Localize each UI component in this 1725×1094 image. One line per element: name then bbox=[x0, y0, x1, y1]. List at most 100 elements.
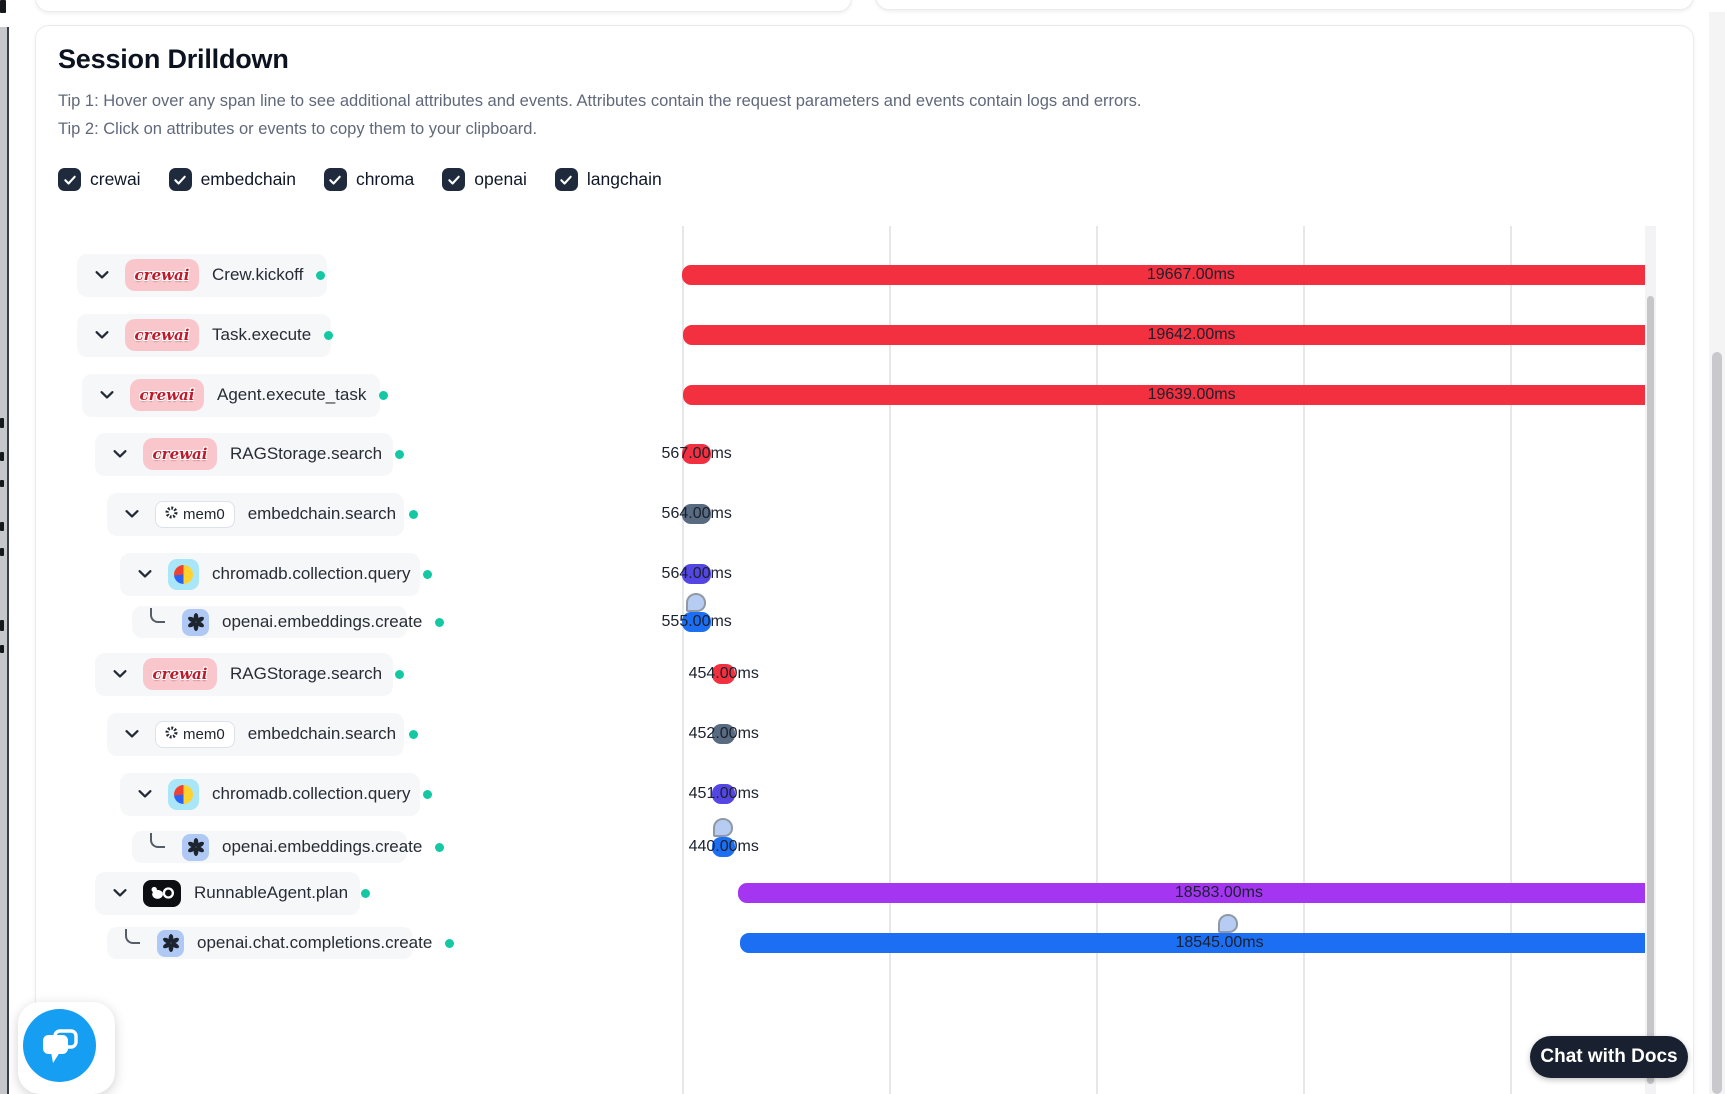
event-speech-bubble-icon[interactable] bbox=[686, 593, 706, 612]
chroma-circle-icon bbox=[174, 784, 193, 804]
chat-bubbles-icon bbox=[23, 1009, 96, 1082]
openai-knot-icon bbox=[162, 934, 179, 952]
event-speech-bubble-icon[interactable] bbox=[1218, 914, 1238, 933]
status-dot bbox=[324, 330, 334, 340]
status-dot bbox=[361, 888, 371, 898]
status-dot bbox=[423, 569, 433, 579]
span-duration-label: 454.00ms bbox=[688, 665, 759, 682]
timeline-gridline bbox=[1303, 226, 1305, 1094]
span-row-openai.embeddings.create[interactable]: openai.embeddings.create bbox=[132, 606, 445, 638]
chevron-down-icon[interactable] bbox=[135, 565, 155, 583]
mem0-logo: mem0 bbox=[155, 500, 235, 528]
span-row-Task.execute[interactable]: crewai Task.execute bbox=[77, 313, 334, 357]
span-duration-label: 564.00ms bbox=[661, 565, 732, 582]
tip-1: Tip 1: Hover over any span line to see a… bbox=[58, 92, 1142, 110]
span-bar-openai.chat.completions.create[interactable]: 18545.00ms bbox=[739, 933, 1645, 953]
span-bar-RunnableAgent.plan[interactable]: 18583.00ms bbox=[738, 883, 1645, 903]
span-row-embedchain.search[interactable]: mem0 embedchain.search bbox=[107, 492, 419, 536]
span-row-embedchain.search[interactable]: mem0 embedchain.search bbox=[107, 712, 419, 756]
span-duration-label: 555.00ms bbox=[661, 613, 732, 630]
span-name: Agent.execute_task bbox=[217, 385, 367, 404]
span-bar-Crew.kickoff[interactable]: 19667.00ms bbox=[682, 265, 1645, 285]
span-row-openai.embeddings.create[interactable]: openai.embeddings.create bbox=[132, 831, 445, 863]
span-row-RunnableAgent.plan[interactable]: RunnableAgent.plan bbox=[95, 871, 371, 915]
span-row-openai.chat.completions.create[interactable]: openai.chat.completions.create bbox=[107, 927, 455, 959]
checkbox-check-icon bbox=[168, 168, 192, 191]
span-name: openai.embeddings.create bbox=[222, 837, 423, 856]
crewai-logo-text: crewai bbox=[134, 266, 190, 284]
span-row-Agent.execute_task[interactable]: crewai Agent.execute_task bbox=[82, 373, 389, 417]
page-scrollbar-thumb[interactable] bbox=[1712, 352, 1722, 1094]
span-bar-chromadb.collection.query[interactable]: 451.00ms bbox=[689, 784, 759, 804]
span-duration-label: 19667.00ms bbox=[1146, 266, 1235, 283]
chevron-down-icon[interactable] bbox=[92, 326, 112, 344]
span-bar-chromadb.collection.query[interactable]: 564.00ms bbox=[662, 564, 732, 584]
openai-logo bbox=[182, 833, 209, 861]
span-row-Crew.kickoff[interactable]: crewai Crew.kickoff bbox=[77, 253, 327, 297]
span-name: RAGStorage.search bbox=[230, 664, 383, 683]
crewai-logo-text: crewai bbox=[152, 665, 208, 683]
span-bar-embedchain.search[interactable]: 452.00ms bbox=[689, 724, 759, 744]
span-bar-openai.embeddings.create[interactable]: 555.00ms bbox=[662, 612, 732, 632]
left-edge-strip bbox=[0, 27, 9, 1094]
checkbox-check-icon bbox=[323, 168, 347, 191]
inner-scrollbar-track bbox=[1645, 226, 1656, 1094]
inner-scrollbar-thumb[interactable] bbox=[1646, 296, 1654, 1084]
status-dot bbox=[395, 449, 405, 459]
status-dot bbox=[409, 729, 419, 739]
span-duration-label: 18545.00ms bbox=[1175, 934, 1264, 951]
span-row-chromadb.collection.query[interactable]: chromadb.collection.query bbox=[120, 772, 433, 816]
span-duration-label: 452.00ms bbox=[688, 725, 759, 742]
top-card-left bbox=[35, 0, 852, 12]
span-duration-label: 564.00ms bbox=[661, 505, 732, 522]
chroma-circle-icon bbox=[174, 564, 193, 584]
chevron-down-icon[interactable] bbox=[122, 725, 142, 743]
span-bar-RAGStorage.search[interactable]: 567.00ms bbox=[662, 444, 732, 464]
span-name: Task.execute bbox=[212, 325, 312, 344]
span-bar-Agent.execute_task[interactable]: 19639.00ms bbox=[683, 385, 1645, 405]
span-bar-Task.execute[interactable]: 19642.00ms bbox=[683, 325, 1645, 345]
chevron-down-icon[interactable] bbox=[135, 785, 155, 803]
span-name: chromadb.collection.query bbox=[212, 784, 411, 803]
filter-checkbox-chroma[interactable]: chroma bbox=[323, 168, 414, 191]
span-row-RAGStorage.search[interactable]: crewai RAGStorage.search bbox=[95, 432, 405, 476]
mem0-flower-icon bbox=[165, 505, 178, 523]
span-row-RAGStorage.search[interactable]: crewai RAGStorage.search bbox=[95, 652, 405, 696]
filter-checkbox-openai[interactable]: openai bbox=[442, 168, 527, 191]
chat-with-docs-button[interactable]: Chat with Docs bbox=[1530, 1036, 1688, 1078]
span-bar-RAGStorage.search[interactable]: 454.00ms bbox=[689, 664, 759, 684]
chevron-down-icon[interactable] bbox=[110, 445, 130, 463]
filter-checkbox-langchain[interactable]: langchain bbox=[554, 168, 662, 191]
chevron-down-icon[interactable] bbox=[122, 505, 142, 523]
span-duration-label: 19639.00ms bbox=[1147, 386, 1236, 403]
status-dot bbox=[379, 390, 389, 400]
chroma-logo bbox=[168, 558, 199, 590]
filter-checkbox-embedchain[interactable]: embedchain bbox=[168, 168, 296, 191]
crewai-logo-text: crewai bbox=[139, 386, 195, 404]
span-name: RunnableAgent.plan bbox=[194, 883, 349, 902]
status-dot bbox=[423, 789, 433, 799]
span-name: openai.chat.completions.create bbox=[197, 933, 433, 952]
openai-knot-icon bbox=[187, 613, 204, 631]
filter-checkbox-crewai[interactable]: crewai bbox=[58, 168, 141, 191]
mem0-logo-text: mem0 bbox=[183, 505, 225, 523]
tree-corner-icon bbox=[150, 607, 165, 623]
timeline-gridline bbox=[1096, 226, 1098, 1094]
chevron-down-icon[interactable] bbox=[110, 665, 130, 683]
span-row-chromadb.collection.query[interactable]: chromadb.collection.query bbox=[120, 552, 433, 596]
chevron-down-icon[interactable] bbox=[110, 884, 130, 902]
left-edge-artifact bbox=[0, 645, 4, 653]
span-bar-openai.embeddings.create[interactable]: 440.00ms bbox=[689, 837, 759, 857]
span-name: openai.embeddings.create bbox=[222, 612, 423, 631]
span-name: Crew.kickoff bbox=[212, 265, 304, 284]
event-speech-bubble-icon[interactable] bbox=[713, 818, 733, 837]
span-bar-embedchain.search[interactable]: 564.00ms bbox=[662, 504, 732, 524]
chevron-down-icon[interactable] bbox=[97, 386, 117, 404]
left-edge-artifact bbox=[0, 620, 4, 631]
chevron-down-icon[interactable] bbox=[92, 266, 112, 284]
openai-logo bbox=[157, 929, 184, 957]
chat-widget-button[interactable] bbox=[18, 1002, 115, 1094]
tip-2: Tip 2: Click on attributes or events to … bbox=[58, 120, 538, 138]
status-dot bbox=[395, 669, 405, 679]
